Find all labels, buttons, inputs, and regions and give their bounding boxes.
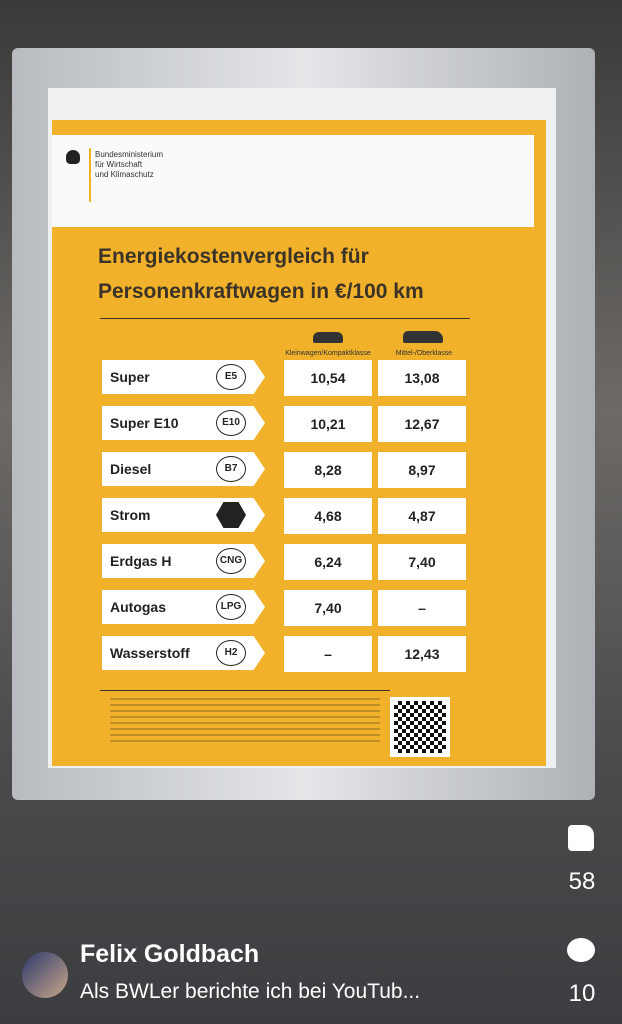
- fuel-badge: H2: [216, 640, 246, 666]
- fuel-label: Wasserstoff H2: [102, 636, 265, 670]
- fuel-name: Erdgas H: [110, 553, 172, 569]
- eagle-logo: [66, 150, 80, 164]
- cost-cell: 10,54: [284, 360, 372, 396]
- poster-title: Personenkraftwagen in €/100 km: [98, 280, 424, 303]
- cost-cell: –: [378, 590, 466, 626]
- fuel-name: Super: [110, 369, 150, 385]
- author-name[interactable]: Felix Goldbach: [80, 940, 260, 968]
- cost-cell: 4,87: [378, 498, 466, 534]
- car-icon: [403, 331, 443, 343]
- fuel-label: Erdgas H CNG: [102, 544, 265, 578]
- cost-cell: 6,24: [284, 544, 372, 580]
- cost-cell: 13,08: [378, 360, 466, 396]
- ministry-line: Bundesministerium: [95, 150, 164, 159]
- fine-print: [110, 698, 380, 746]
- comment-count: 10: [568, 980, 596, 1007]
- fuel-label: Super E5: [102, 360, 265, 394]
- comment-icon[interactable]: [567, 938, 595, 962]
- cost-cell: 8,28: [284, 452, 372, 488]
- fuel-name: Wasserstoff: [110, 645, 190, 661]
- logo-bar: [89, 148, 91, 202]
- caption[interactable]: Als BWLer berichte ich bei YouTub...: [80, 980, 421, 1003]
- cost-cell: –: [284, 636, 372, 672]
- column-header: Mittel-/Oberklasse: [395, 350, 453, 357]
- fuel-label: Strom: [102, 498, 265, 532]
- column-header: Kleinwagen/Kompaktklasse: [285, 350, 371, 357]
- fuel-badge: E5: [216, 364, 246, 390]
- fuel-label: Autogas LPG: [102, 590, 265, 624]
- fuel-name: Autogas: [110, 599, 166, 615]
- cost-cell: 7,40: [378, 544, 466, 580]
- fuel-name: Super E10: [110, 415, 179, 431]
- rule: [100, 318, 470, 319]
- fuel-label: Diesel B7: [102, 452, 265, 486]
- cost-cell: 10,21: [284, 406, 372, 442]
- car-icon: [313, 332, 343, 343]
- fuel-name: Diesel: [110, 461, 152, 477]
- cost-cell: 7,40: [284, 590, 372, 626]
- cost-cell: 8,97: [378, 452, 466, 488]
- fuel-badge: B7: [216, 456, 246, 482]
- ministry-line: für Wirtschaft: [95, 160, 143, 169]
- poster-header: [52, 135, 534, 227]
- plug-badge: [216, 502, 246, 528]
- qr-code: [390, 697, 450, 757]
- rule: [100, 690, 390, 691]
- poster-title: Energiekostenvergleich für: [98, 245, 369, 268]
- fuel-label: Super E10 E10: [102, 406, 265, 440]
- cost-cell: 4,68: [284, 498, 372, 534]
- like-count: 58: [568, 868, 596, 895]
- cost-cell: 12,67: [378, 406, 466, 442]
- fuel-badge: LPG: [216, 594, 246, 620]
- cost-cell: 12,43: [378, 636, 466, 672]
- fuel-name: Strom: [110, 507, 151, 523]
- avatar[interactable]: [22, 952, 68, 998]
- ministry-line: und Klimaschutz: [95, 170, 154, 179]
- fuel-badge: CNG: [216, 548, 246, 574]
- fuel-badge: E10: [216, 410, 246, 436]
- like-icon[interactable]: [568, 825, 594, 851]
